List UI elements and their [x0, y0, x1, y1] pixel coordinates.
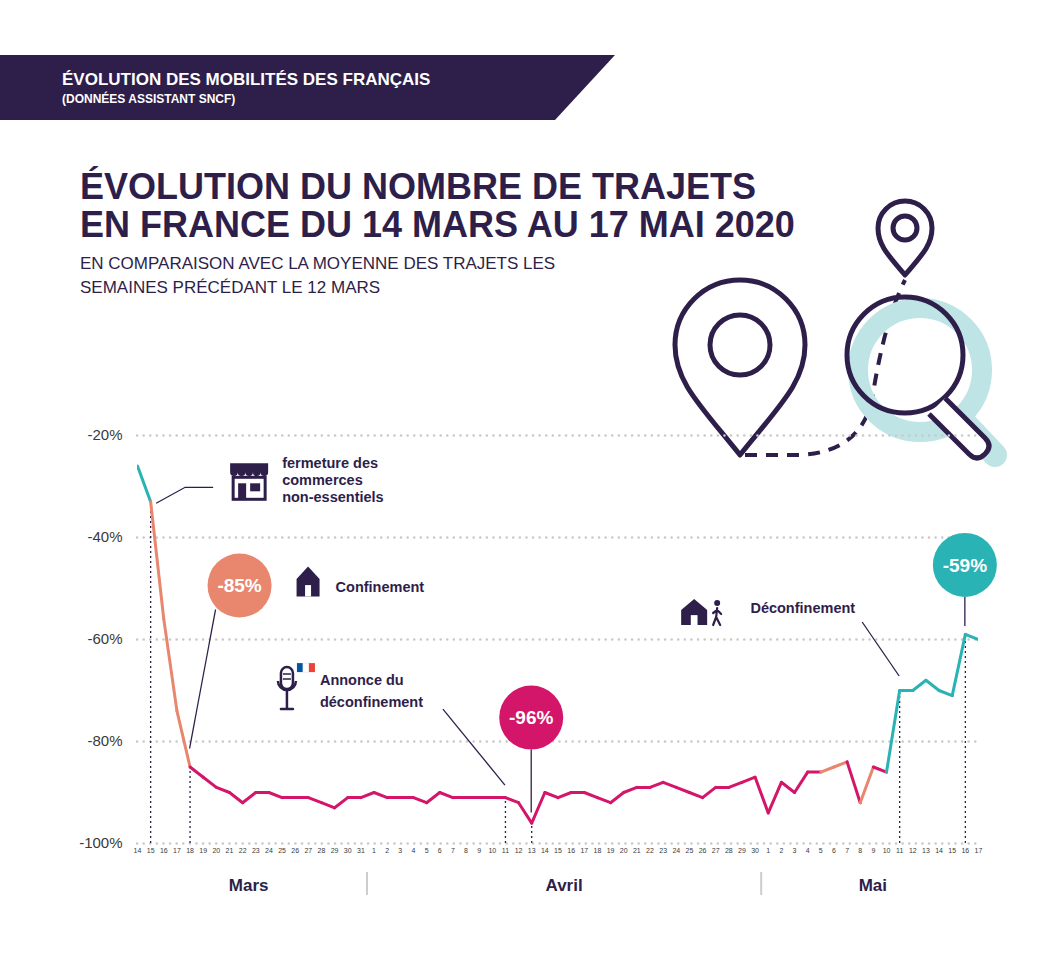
svg-text:11: 11: [896, 847, 903, 854]
svg-text:17: 17: [975, 847, 983, 854]
svg-text:2: 2: [385, 847, 389, 854]
svg-text:6: 6: [438, 847, 442, 854]
svg-text:14: 14: [935, 847, 943, 854]
html-text:EN COMPARAISON AVEC LA MOYENNE: EN COMPARAISON AVEC LA MOYENNE DES TRAJE…: [80, 254, 556, 297]
svg-text:-80%: -80%: [87, 732, 122, 749]
svg-text:Annonce dudéconfinement: Annonce dudéconfinement: [320, 672, 423, 710]
svg-text:20: 20: [620, 847, 628, 854]
svg-text:16: 16: [567, 847, 575, 854]
svg-text:17: 17: [580, 847, 588, 854]
svg-text:8: 8: [858, 847, 862, 854]
svg-text:21: 21: [226, 847, 234, 854]
svg-text:Mars: Mars: [229, 876, 269, 895]
svg-text:14: 14: [134, 847, 142, 854]
svg-text:31: 31: [357, 847, 365, 854]
svg-text:30: 30: [344, 847, 352, 854]
svg-text:-40%: -40%: [87, 528, 122, 545]
svg-text:16: 16: [160, 847, 168, 854]
svg-text:18: 18: [186, 847, 194, 854]
html-text:(DONNÉES ASSISTANT SNCF): (DONNÉES ASSISTANT SNCF): [62, 92, 236, 106]
svg-text:4: 4: [806, 847, 810, 854]
svg-text:24: 24: [672, 847, 680, 854]
svg-text:28: 28: [725, 847, 733, 854]
svg-text:29: 29: [331, 847, 339, 854]
svg-text:-20%: -20%: [87, 426, 122, 443]
svg-text:9: 9: [871, 847, 875, 854]
svg-text:12: 12: [515, 847, 523, 854]
svg-text:25: 25: [686, 847, 694, 854]
svg-text:1: 1: [766, 847, 770, 854]
svg-text:Déconfinement: Déconfinement: [750, 600, 855, 616]
svg-text:11: 11: [502, 847, 509, 854]
svg-text:13: 13: [528, 847, 536, 854]
svg-text:27: 27: [304, 847, 312, 854]
svg-text:15: 15: [554, 847, 562, 854]
svg-text:22: 22: [646, 847, 654, 854]
svg-text:12: 12: [909, 847, 917, 854]
svg-text:18: 18: [594, 847, 602, 854]
svg-text:7: 7: [845, 847, 849, 854]
svg-text:28: 28: [318, 847, 326, 854]
svg-text:1: 1: [372, 847, 376, 854]
svg-text:-100%: -100%: [79, 834, 122, 851]
svg-text:3: 3: [398, 847, 402, 854]
svg-text:9: 9: [477, 847, 481, 854]
svg-text:Confinement: Confinement: [336, 579, 425, 595]
svg-text:2: 2: [779, 847, 783, 854]
svg-text:-85%: -85%: [217, 575, 261, 596]
svg-text:24: 24: [265, 847, 273, 854]
svg-text:27: 27: [712, 847, 720, 854]
svg-text:fermeture descommercesnon-esse: fermeture descommercesnon-essentiels: [282, 455, 384, 505]
svg-text:14: 14: [541, 847, 549, 854]
svg-text:5: 5: [819, 847, 823, 854]
svg-text:26: 26: [699, 847, 707, 854]
svg-text:19: 19: [199, 847, 207, 854]
svg-text:3: 3: [793, 847, 797, 854]
svg-text:23: 23: [659, 847, 667, 854]
svg-text:-96%: -96%: [509, 707, 553, 728]
svg-text:8: 8: [464, 847, 468, 854]
svg-text:19: 19: [607, 847, 615, 854]
svg-text:5: 5: [425, 847, 429, 854]
svg-text:23: 23: [252, 847, 260, 854]
svg-text:13: 13: [922, 847, 930, 854]
svg-text:17: 17: [173, 847, 181, 854]
svg-text:4: 4: [412, 847, 416, 854]
svg-text:-60%: -60%: [87, 630, 122, 647]
svg-text:20: 20: [212, 847, 220, 854]
svg-text:25: 25: [278, 847, 286, 854]
svg-text:15: 15: [948, 847, 956, 854]
svg-text:10: 10: [488, 847, 496, 854]
svg-text:26: 26: [291, 847, 299, 854]
svg-text:6: 6: [832, 847, 836, 854]
svg-text:21: 21: [633, 847, 641, 854]
svg-text:16: 16: [961, 847, 969, 854]
svg-text:30: 30: [751, 847, 759, 854]
html-text:ÉVOLUTION DU NOMBRE DE TRAJETS: ÉVOLUTION DU NOMBRE DE TRAJETS EN FRANCE…: [80, 166, 795, 245]
svg-text:-59%: -59%: [943, 555, 987, 576]
svg-text:22: 22: [239, 847, 247, 854]
svg-text:Mai: Mai: [859, 876, 887, 895]
html-text:ÉVOLUTION DES MOBILITÉS DES FR: ÉVOLUTION DES MOBILITÉS DES FRANÇAIS: [62, 70, 431, 89]
svg-text:15: 15: [147, 847, 155, 854]
svg-text:7: 7: [451, 847, 455, 854]
svg-text:Avril: Avril: [545, 876, 582, 895]
svg-text:29: 29: [738, 847, 746, 854]
svg-text:10: 10: [883, 847, 891, 854]
